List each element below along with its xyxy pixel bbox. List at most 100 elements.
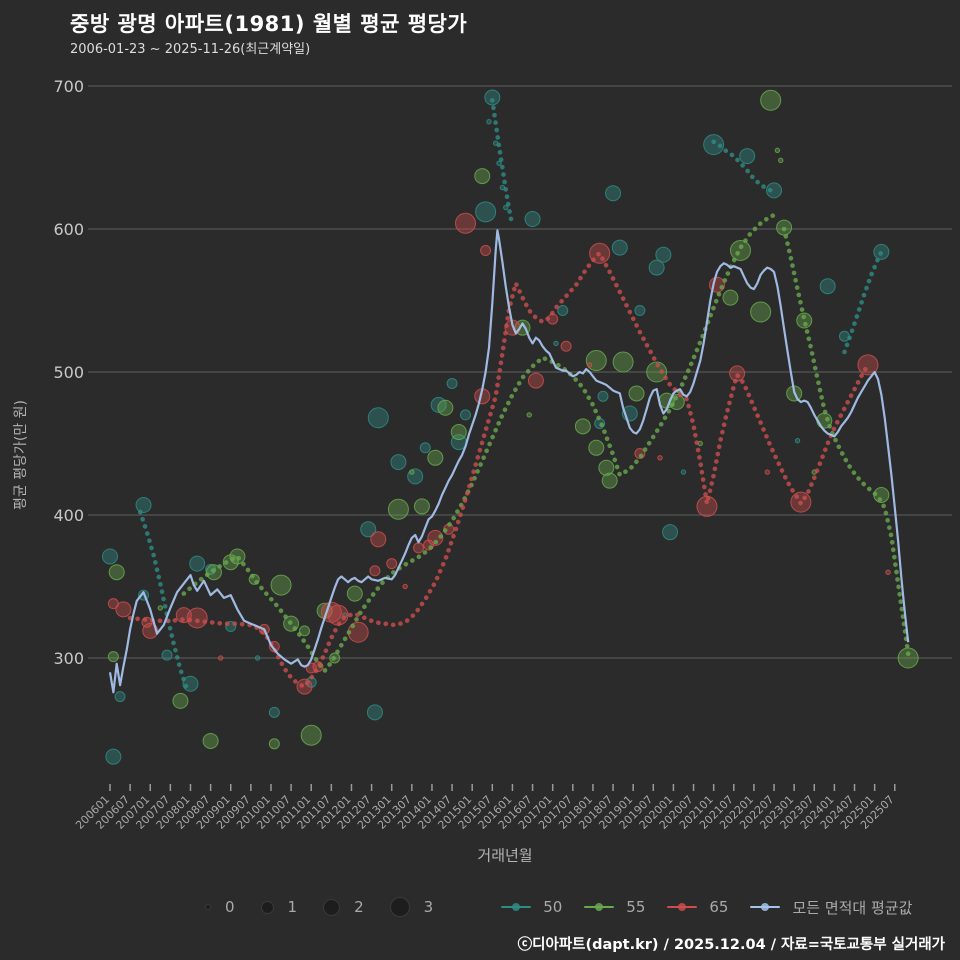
bubble-55[interactable] xyxy=(722,289,739,306)
bubble-55[interactable] xyxy=(612,351,634,373)
bubble-50[interactable] xyxy=(366,704,383,721)
bubble-50[interactable] xyxy=(189,555,206,572)
bubble-55[interactable] xyxy=(450,424,467,441)
bubble-55[interactable] xyxy=(526,412,532,418)
bubble-50[interactable] xyxy=(680,469,687,475)
bubble-50[interactable] xyxy=(475,201,497,223)
bubble-65[interactable] xyxy=(296,678,313,695)
bubble-65[interactable] xyxy=(586,362,593,368)
bubble-65[interactable] xyxy=(454,212,476,234)
bubble-50[interactable] xyxy=(557,305,569,317)
bubble-65[interactable] xyxy=(764,469,771,475)
bubble-55[interactable] xyxy=(299,625,311,637)
bubble-50[interactable] xyxy=(419,442,431,454)
bubble-50[interactable] xyxy=(703,134,725,156)
bubble-65[interactable] xyxy=(115,601,132,618)
bubble-55[interactable] xyxy=(474,168,491,185)
bubble-50[interactable] xyxy=(360,521,377,538)
bubble-55[interactable] xyxy=(897,647,919,669)
bubble-50[interactable] xyxy=(496,160,502,166)
bubble-65[interactable] xyxy=(560,340,572,352)
bubble-65[interactable] xyxy=(142,622,159,639)
bubble-65[interactable] xyxy=(370,531,387,548)
bubble-50[interactable] xyxy=(486,119,492,125)
bubble-55[interactable] xyxy=(750,301,772,323)
bubble-65[interactable] xyxy=(369,565,381,577)
bubble-55[interactable] xyxy=(646,361,668,383)
legend-size-3[interactable]: 3 xyxy=(389,897,433,917)
bubble-55[interactable] xyxy=(574,418,591,435)
bubble-55[interactable] xyxy=(107,651,119,663)
bubble-50[interactable] xyxy=(254,655,261,661)
bubble-65[interactable] xyxy=(527,372,544,389)
bubble-55[interactable] xyxy=(628,385,645,402)
bubble-65[interactable] xyxy=(427,529,444,546)
bubble-55[interactable] xyxy=(346,585,363,602)
bubble-50[interactable] xyxy=(597,390,609,402)
bubble-50[interactable] xyxy=(390,454,407,471)
bubble-50[interactable] xyxy=(739,148,756,165)
bubble-65[interactable] xyxy=(186,607,208,629)
bubble-55[interactable] xyxy=(729,239,751,261)
bubble-50[interactable] xyxy=(634,305,646,317)
bubble-55[interactable] xyxy=(774,147,781,154)
bubble-55[interactable] xyxy=(601,472,618,489)
bubble-55[interactable] xyxy=(585,350,607,372)
bubble-50[interactable] xyxy=(367,407,389,429)
trend-line-65 xyxy=(127,249,871,690)
bubble-55[interactable] xyxy=(796,312,813,329)
bubble-55[interactable] xyxy=(202,732,219,749)
bubble-55[interactable] xyxy=(172,692,189,709)
bubble-65[interactable] xyxy=(885,569,891,575)
bubble-50[interactable] xyxy=(819,278,836,295)
legend-series-50[interactable]: 50 xyxy=(501,898,562,916)
legend-size-2[interactable]: 2 xyxy=(323,898,364,916)
bubble-55[interactable] xyxy=(157,605,164,611)
bubble-65[interactable] xyxy=(480,244,492,256)
bubble-50[interactable] xyxy=(611,239,628,256)
bubble-50[interactable] xyxy=(268,706,280,718)
bubble-65[interactable] xyxy=(386,558,398,570)
bubble-55[interactable] xyxy=(387,498,409,520)
bubble-50[interactable] xyxy=(105,748,122,765)
bubble-55[interactable] xyxy=(270,574,292,596)
bubble-65[interactable] xyxy=(857,354,879,376)
bubble-50[interactable] xyxy=(605,185,622,202)
bubble-50[interactable] xyxy=(648,259,665,276)
bubble-55[interactable] xyxy=(437,399,454,416)
bubble-55[interactable] xyxy=(778,157,784,164)
bubble-50[interactable] xyxy=(484,89,501,106)
bubble-55[interactable] xyxy=(268,738,280,750)
legend-size-0[interactable]: 0 xyxy=(205,898,235,916)
bubble-50[interactable] xyxy=(503,204,509,211)
bubble-55[interactable] xyxy=(409,469,415,475)
legend-series-65[interactable]: 65 xyxy=(667,898,728,916)
bubble-50[interactable] xyxy=(102,548,118,565)
bubble-55[interactable] xyxy=(588,439,605,456)
legend-series-55[interactable]: 55 xyxy=(584,898,645,916)
bubble-50[interactable] xyxy=(524,210,541,227)
bubble-55[interactable] xyxy=(760,89,782,111)
bubble-50[interactable] xyxy=(135,496,152,513)
bubble-65[interactable] xyxy=(413,542,425,554)
legend-series-average[interactable]: 모든 면적대 평균값 xyxy=(750,897,912,918)
bubble-50[interactable] xyxy=(794,437,801,444)
bubble-50[interactable] xyxy=(662,524,679,541)
bubble-55[interactable] xyxy=(598,459,615,476)
bubble-50[interactable] xyxy=(459,409,471,421)
bubble-55[interactable] xyxy=(300,724,322,746)
bubble-50[interactable] xyxy=(766,182,783,199)
bubble-50[interactable] xyxy=(161,649,173,661)
legend-size-1[interactable]: 1 xyxy=(260,898,297,916)
bubble-65[interactable] xyxy=(657,455,663,461)
bubble-50[interactable] xyxy=(114,691,126,703)
bubble-50[interactable] xyxy=(407,468,424,485)
bubble-65[interactable] xyxy=(402,583,408,590)
bubble-65[interactable] xyxy=(217,655,224,661)
bubble-55[interactable] xyxy=(108,564,125,581)
bubble-50[interactable] xyxy=(553,340,559,347)
bubble-55[interactable] xyxy=(413,498,430,515)
bubble-55[interactable] xyxy=(427,449,444,466)
bubble-50[interactable] xyxy=(446,377,458,389)
bubble-50[interactable] xyxy=(655,246,672,263)
